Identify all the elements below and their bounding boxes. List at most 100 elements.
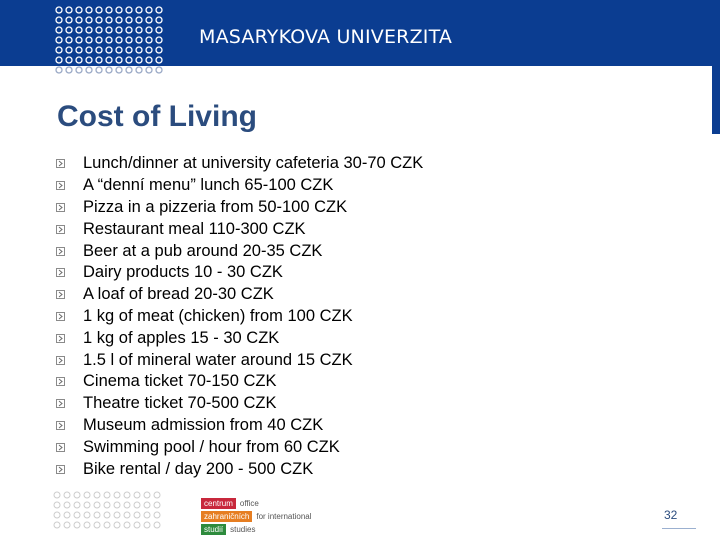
- logo-dot: [95, 56, 103, 64]
- footer-dot: [123, 521, 131, 529]
- list-item: 1 kg of apples 15 - 30 CZK: [56, 327, 423, 349]
- logo-dot: [125, 36, 133, 44]
- logo-dot: [75, 36, 83, 44]
- list-item: 1 kg of meat (chicken) from 100 CZK: [56, 306, 423, 328]
- logo-dot: [155, 6, 163, 14]
- footer-dot: [93, 491, 101, 499]
- logo-dot: [155, 66, 163, 74]
- international-office-logo: centrum office zahraničních for internation…: [201, 497, 312, 536]
- list-item-text: A loaf of bread 20-30 CZK: [83, 285, 274, 304]
- footer-dot: [83, 511, 91, 519]
- list-item-text: Pizza in a pizzeria from 50-100 CZK: [83, 197, 348, 216]
- logo-dot: [55, 56, 63, 64]
- list-item-text: Theatre ticket 70-500 CZK: [83, 394, 277, 413]
- logo-box: centrum: [201, 497, 236, 509]
- footer-dot: [143, 521, 151, 529]
- logo-dot: [115, 56, 123, 64]
- footer-dot: [123, 491, 131, 499]
- footer-dot-pattern-icon: [52, 490, 164, 543]
- footer-dot: [93, 521, 101, 529]
- footer-dot: [103, 511, 111, 519]
- logo-text: office: [239, 498, 259, 508]
- footer-dot: [133, 511, 141, 519]
- bullet-icon: [56, 268, 65, 278]
- footer-dot: [53, 501, 61, 509]
- bullet-icon: [56, 159, 65, 169]
- logo-dot: [115, 6, 123, 14]
- footer-dot: [73, 491, 81, 499]
- logo-dot: [115, 26, 123, 34]
- list-item: 1.5 l of mineral water around 15 CZK: [56, 349, 423, 371]
- list-item-text: 1 kg of apples 15 - 30 CZK: [83, 328, 280, 347]
- logo-dot: [55, 66, 63, 74]
- bullet-icon: [56, 311, 65, 321]
- logo-dot: [85, 26, 93, 34]
- bullet-icon: [56, 464, 65, 474]
- logo-dot: [125, 56, 133, 64]
- logo-dot: [105, 26, 113, 34]
- logo-dot: [65, 26, 73, 34]
- page-number: 32: [664, 508, 678, 522]
- logo-dot: [145, 6, 153, 14]
- logo-dot: [85, 66, 93, 74]
- footer-dot: [103, 501, 111, 509]
- bullet-icon: [56, 290, 65, 300]
- footer-dot: [153, 521, 161, 529]
- footer-dot: [143, 491, 151, 499]
- logo-row: studií studies: [201, 523, 312, 535]
- list-item-text: Museum admission from 40 CZK: [83, 415, 324, 434]
- logo-dot: [115, 46, 123, 54]
- footer-dot: [103, 521, 111, 529]
- list-item: Theatre ticket 70-500 CZK: [56, 393, 423, 415]
- logo-dot: [105, 66, 113, 74]
- page-title: Cost of Living: [57, 100, 257, 133]
- logo-dot: [115, 36, 123, 44]
- logo-dot: [155, 56, 163, 64]
- list-item-text: A “denní menu” lunch 65-100 CZK: [83, 176, 334, 195]
- logo-dot: [75, 66, 83, 74]
- logo-dot: [85, 36, 93, 44]
- logo-dot: [85, 56, 93, 64]
- logo-dot: [95, 46, 103, 54]
- footer-dot: [113, 491, 121, 499]
- footer-dot: [73, 521, 81, 529]
- bullet-icon: [56, 224, 65, 234]
- logo-dot: [105, 36, 113, 44]
- logo-text: for international: [256, 511, 312, 521]
- logo-dot: [125, 46, 133, 54]
- logo-dot: [135, 36, 143, 44]
- logo-dot: [145, 16, 153, 24]
- footer-dot: [83, 491, 91, 499]
- logo-dot: [135, 46, 143, 54]
- logo-box: zahraničních: [201, 510, 253, 522]
- bullet-icon: [56, 420, 65, 430]
- footer-dot: [123, 501, 131, 509]
- list-item-text: 1 kg of meat (chicken) from 100 CZK: [83, 306, 353, 325]
- bullet-icon: [56, 399, 65, 409]
- list-item-text: Bike rental / day 200 - 500 CZK: [83, 459, 314, 478]
- logo-dot: [155, 36, 163, 44]
- list-item: A loaf of bread 20-30 CZK: [56, 284, 423, 306]
- list-item: Swimming pool / hour from 60 CZK: [56, 436, 423, 458]
- footer-dot: [93, 501, 101, 509]
- logo-dot: [95, 36, 103, 44]
- bullet-icon: [56, 202, 65, 212]
- footer-dot: [113, 521, 121, 529]
- list-item-text: Restaurant meal 110-300 CZK: [83, 219, 306, 238]
- footer-dot: [113, 501, 121, 509]
- list-item: Pizza in a pizzeria from 50-100 CZK: [56, 197, 423, 219]
- footer-dot: [113, 511, 121, 519]
- footer-dot: [63, 511, 71, 519]
- logo-dot: [125, 66, 133, 74]
- footer-dot: [83, 521, 91, 529]
- logo-dot: [145, 56, 153, 64]
- logo-dot: [55, 26, 63, 34]
- logo-dot: [145, 26, 153, 34]
- logo-dot: [145, 36, 153, 44]
- list-item: Dairy products 10 - 30 CZK: [56, 262, 423, 284]
- list-item-text: Dairy products 10 - 30 CZK: [83, 263, 283, 282]
- list-item: Lunch/dinner at university cafeteria 30-…: [56, 153, 423, 175]
- cost-list: Lunch/dinner at university cafeteria 30-…: [56, 153, 423, 480]
- logo-dot: [135, 16, 143, 24]
- logo-box: studií: [201, 523, 227, 535]
